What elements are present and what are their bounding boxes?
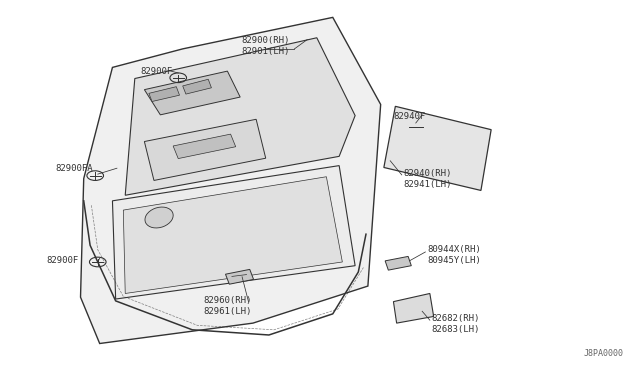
Polygon shape <box>385 256 412 270</box>
Text: 82940F: 82940F <box>394 112 426 121</box>
Polygon shape <box>145 71 240 115</box>
Text: 82900F: 82900F <box>140 67 172 76</box>
Text: 82900F: 82900F <box>47 256 79 265</box>
Text: 80944X(RH)
80945Y(LH): 80944X(RH) 80945Y(LH) <box>428 244 481 264</box>
Polygon shape <box>124 177 342 294</box>
Polygon shape <box>394 294 434 323</box>
Polygon shape <box>145 119 266 180</box>
Polygon shape <box>149 87 179 102</box>
Polygon shape <box>225 269 253 284</box>
Text: 82960(RH)
82961(LH): 82960(RH) 82961(LH) <box>204 296 252 317</box>
Polygon shape <box>173 134 236 158</box>
Polygon shape <box>125 38 355 195</box>
Text: 82940(RH)
82941(LH): 82940(RH) 82941(LH) <box>403 169 451 189</box>
Text: J8PA0000: J8PA0000 <box>583 349 623 358</box>
Text: 82682(RH)
82683(LH): 82682(RH) 82683(LH) <box>432 314 480 334</box>
Polygon shape <box>384 106 491 190</box>
Text: 82900(RH)
82901(LH): 82900(RH) 82901(LH) <box>241 36 290 56</box>
Ellipse shape <box>145 207 173 228</box>
Polygon shape <box>113 166 355 299</box>
Polygon shape <box>81 17 381 343</box>
Polygon shape <box>182 79 211 94</box>
Text: 82900FA: 82900FA <box>55 164 93 173</box>
